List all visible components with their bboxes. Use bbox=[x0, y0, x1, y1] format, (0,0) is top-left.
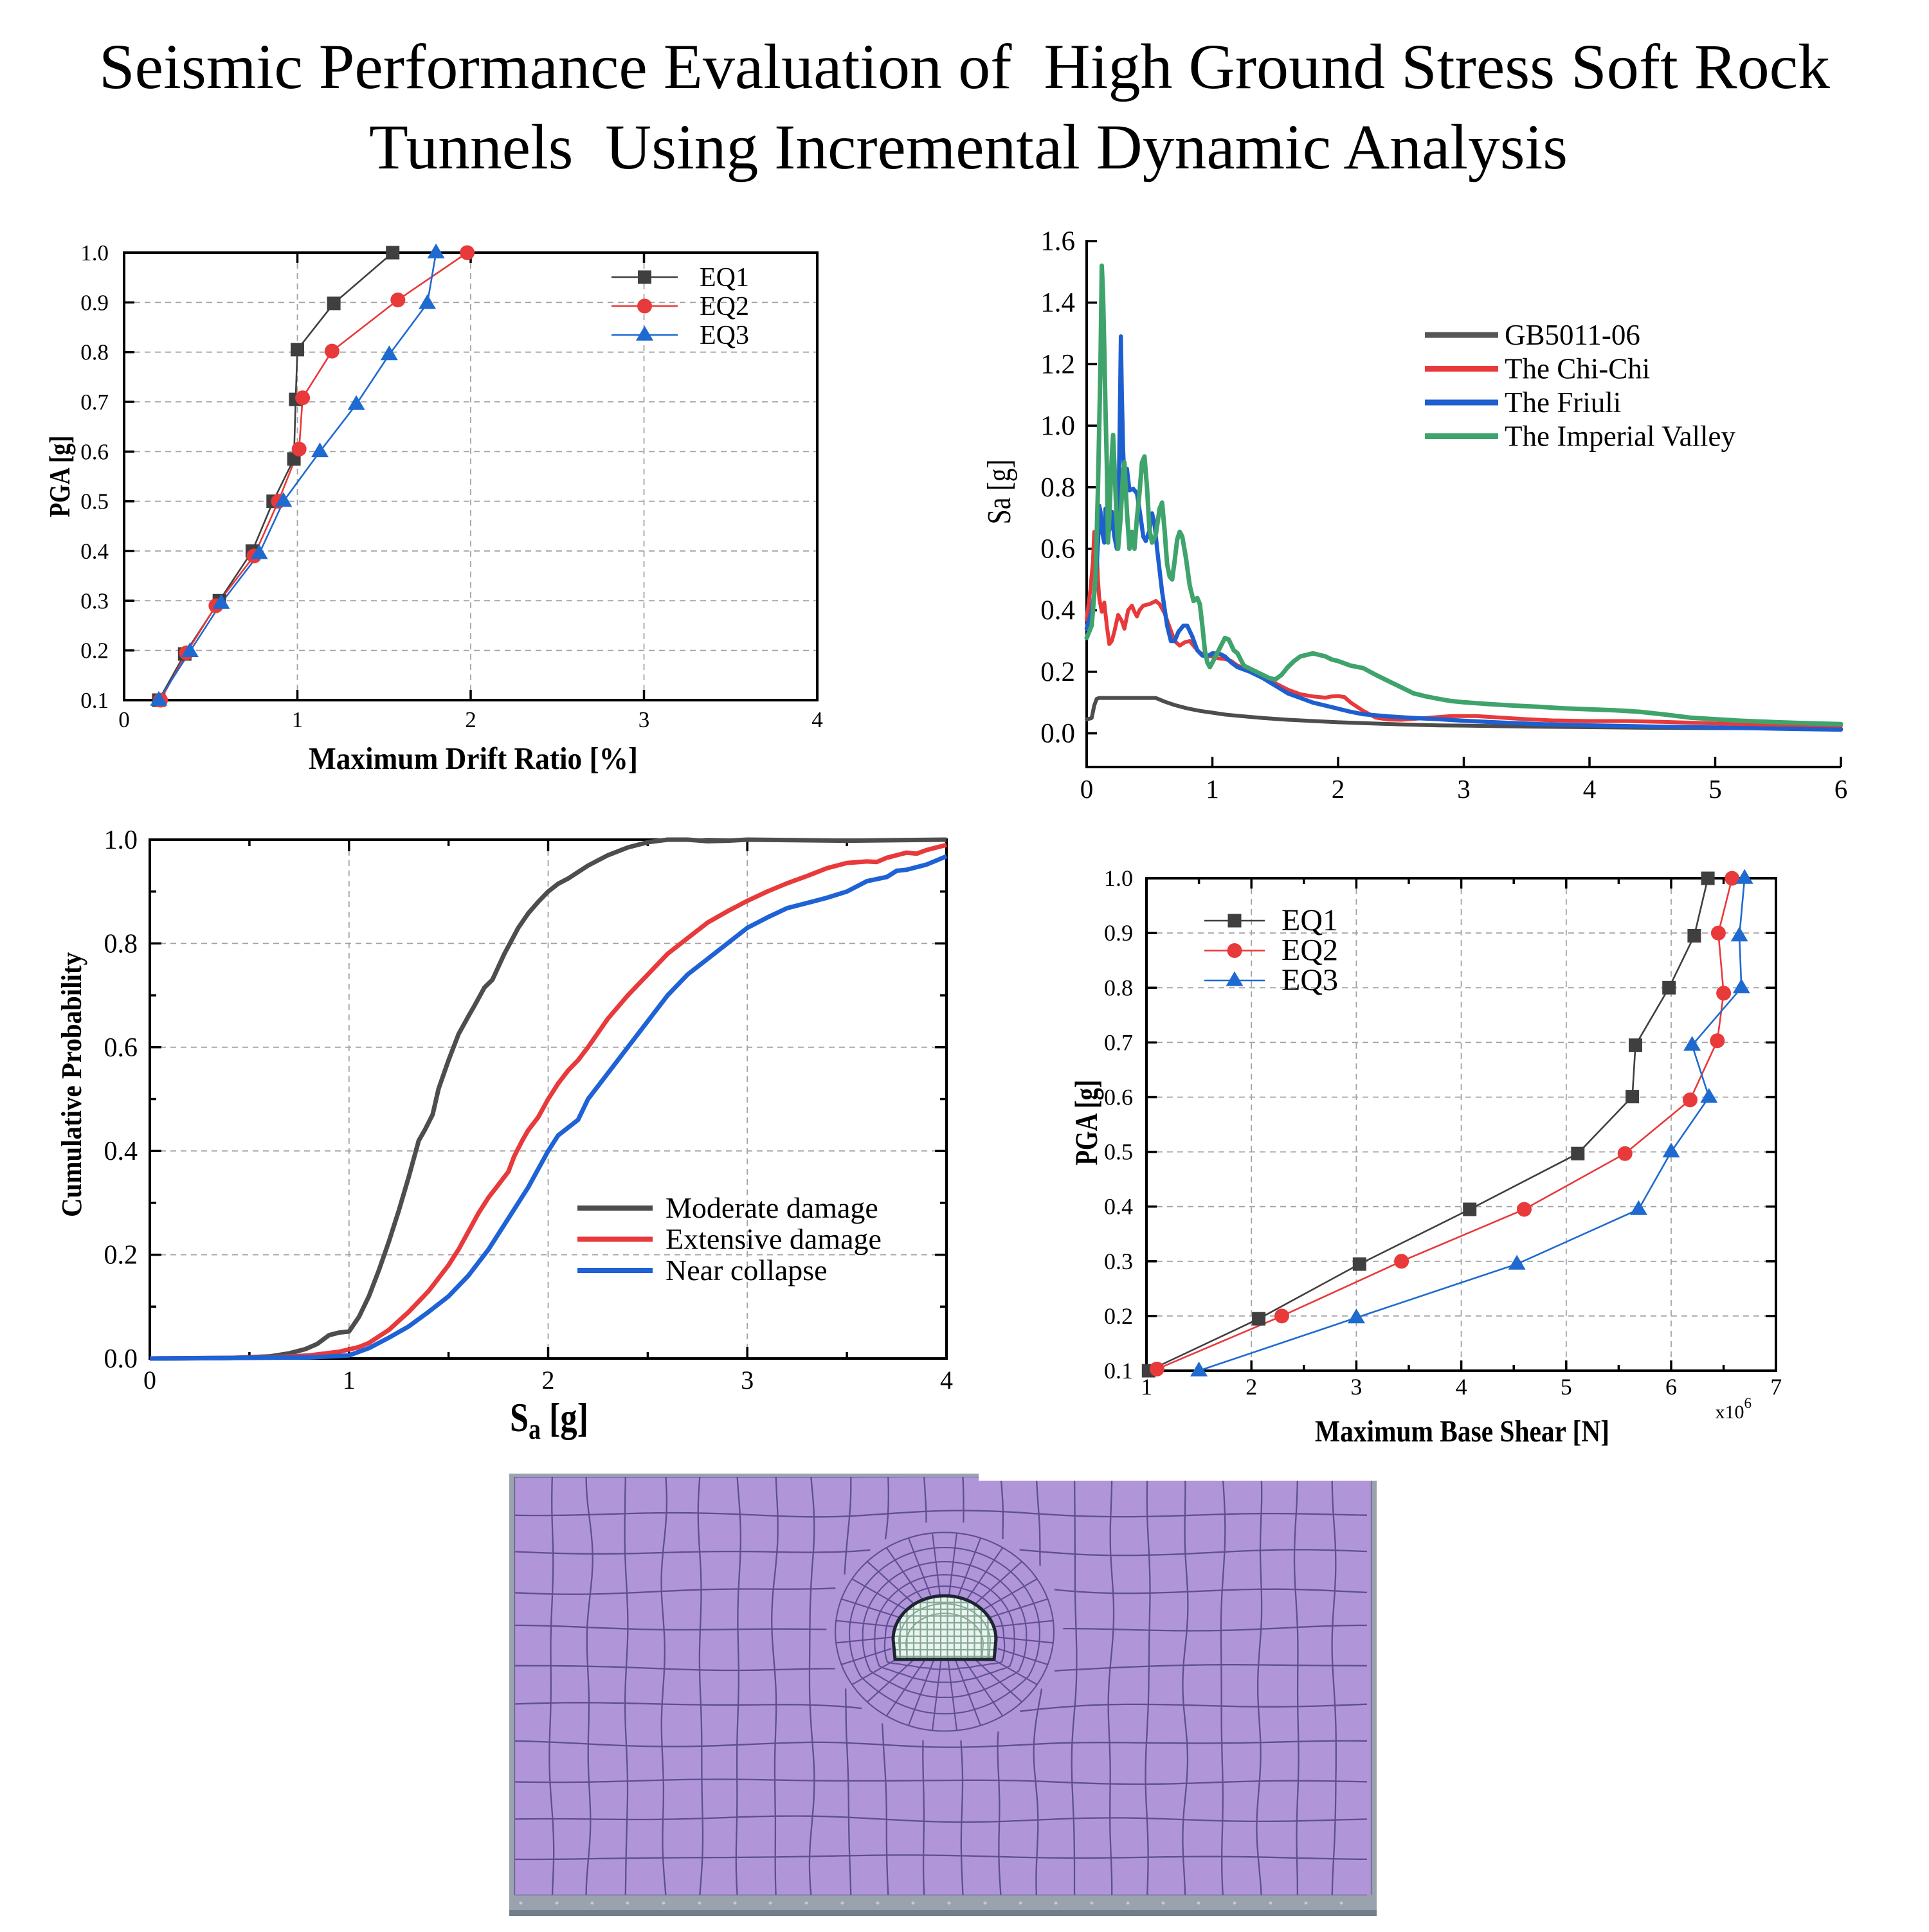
svg-text:0.1: 0.1 bbox=[1104, 1358, 1133, 1384]
svg-text:0.9: 0.9 bbox=[80, 290, 109, 315]
svg-text:EQ1: EQ1 bbox=[1281, 903, 1338, 937]
svg-text:Moderate damage: Moderate damage bbox=[666, 1191, 878, 1224]
svg-text:Sa [g]: Sa [g] bbox=[981, 460, 1018, 525]
svg-text:Sa [g]: Sa [g] bbox=[510, 1395, 588, 1445]
svg-text:0.7: 0.7 bbox=[1104, 1029, 1133, 1055]
svg-text:0.6: 0.6 bbox=[1104, 1085, 1133, 1110]
svg-text:0.3: 0.3 bbox=[1104, 1249, 1133, 1274]
svg-text:0.4: 0.4 bbox=[104, 1137, 138, 1166]
svg-text:6: 6 bbox=[1665, 1374, 1677, 1400]
svg-text:The Friuli: The Friuli bbox=[1505, 386, 1621, 419]
svg-text:6: 6 bbox=[1834, 774, 1848, 804]
svg-text:Maximum Base Shear [N]: Maximum Base Shear [N] bbox=[1315, 1414, 1609, 1449]
svg-text:EQ3: EQ3 bbox=[1281, 963, 1338, 997]
svg-text:The Imperial Valley: The Imperial Valley bbox=[1505, 420, 1736, 453]
svg-text:Extensive damage: Extensive damage bbox=[666, 1223, 882, 1256]
svg-text:GB5011-06: GB5011-06 bbox=[1505, 319, 1640, 351]
svg-text:4: 4 bbox=[940, 1366, 953, 1395]
svg-text:0: 0 bbox=[143, 1366, 156, 1395]
svg-text:EQ1: EQ1 bbox=[700, 263, 749, 293]
svg-text:0: 0 bbox=[1080, 774, 1094, 804]
svg-text:PGA [g]: PGA [g] bbox=[1068, 1080, 1104, 1166]
svg-text:EQ3: EQ3 bbox=[700, 321, 749, 350]
svg-text:1: 1 bbox=[1141, 1374, 1152, 1400]
svg-text:0.0: 0.0 bbox=[1040, 719, 1075, 749]
svg-text:1.0: 1.0 bbox=[104, 826, 138, 855]
svg-text:0.7: 0.7 bbox=[80, 390, 109, 415]
svg-text:1.6: 1.6 bbox=[1040, 226, 1075, 257]
svg-text:Tunnels Using Incremental Dyn: Tunnels Using Incremental Dynamic Analys… bbox=[369, 111, 1568, 183]
svg-text:Seismic Performance Evaluation: Seismic Performance Evaluation of High G… bbox=[99, 31, 1830, 102]
svg-text:0: 0 bbox=[118, 707, 130, 732]
svg-text:0.5: 0.5 bbox=[1104, 1139, 1133, 1165]
svg-text:7: 7 bbox=[1770, 1374, 1782, 1400]
svg-text:0.6: 0.6 bbox=[104, 1033, 138, 1063]
svg-text:Cumulative Probability: Cumulative Probability bbox=[56, 952, 87, 1217]
svg-text:1: 1 bbox=[343, 1366, 356, 1395]
svg-text:0.2: 0.2 bbox=[1040, 657, 1075, 687]
svg-text:0.4: 0.4 bbox=[80, 539, 109, 564]
svg-text:2: 2 bbox=[1332, 774, 1345, 804]
svg-text:4: 4 bbox=[1583, 774, 1597, 804]
svg-text:0.8: 0.8 bbox=[80, 340, 109, 365]
svg-text:0.6: 0.6 bbox=[80, 439, 109, 464]
svg-text:1: 1 bbox=[292, 707, 303, 732]
svg-text:2: 2 bbox=[1245, 1374, 1257, 1400]
svg-text:EQ2: EQ2 bbox=[1281, 934, 1338, 968]
svg-text:0.4: 0.4 bbox=[1040, 595, 1075, 626]
svg-text:0.8: 0.8 bbox=[104, 929, 138, 959]
svg-text:0.8: 0.8 bbox=[1104, 975, 1133, 1000]
svg-text:0.0: 0.0 bbox=[104, 1344, 138, 1374]
svg-text:EQ2: EQ2 bbox=[700, 292, 749, 321]
svg-text:0.6: 0.6 bbox=[1040, 534, 1075, 564]
svg-text:0.5: 0.5 bbox=[80, 489, 109, 514]
svg-text:1.0: 1.0 bbox=[1104, 865, 1133, 891]
svg-text:0.2: 0.2 bbox=[1104, 1303, 1133, 1329]
svg-text:2: 2 bbox=[542, 1366, 555, 1395]
svg-text:0.1: 0.1 bbox=[80, 688, 109, 713]
svg-text:1.4: 1.4 bbox=[1040, 288, 1075, 318]
svg-text:4: 4 bbox=[811, 707, 823, 732]
svg-text:PGA [g]: PGA [g] bbox=[44, 436, 76, 518]
svg-text:5: 5 bbox=[1708, 774, 1722, 804]
svg-text:3: 3 bbox=[1350, 1374, 1362, 1400]
svg-text:0.3: 0.3 bbox=[80, 588, 109, 613]
svg-text:0.9: 0.9 bbox=[1104, 920, 1133, 946]
svg-text:1.0: 1.0 bbox=[80, 240, 109, 266]
svg-text:1.2: 1.2 bbox=[1040, 349, 1075, 379]
svg-text:3: 3 bbox=[1457, 774, 1471, 804]
svg-text:The Chi-Chi: The Chi-Chi bbox=[1505, 353, 1650, 385]
svg-text:0.4: 0.4 bbox=[1104, 1194, 1133, 1220]
svg-text:Near collapse: Near collapse bbox=[666, 1254, 828, 1286]
svg-text:4: 4 bbox=[1456, 1374, 1467, 1400]
svg-text:1.0: 1.0 bbox=[1040, 411, 1075, 441]
svg-text:0.2: 0.2 bbox=[104, 1241, 138, 1270]
svg-text:5: 5 bbox=[1561, 1374, 1572, 1400]
svg-text:0.8: 0.8 bbox=[1040, 473, 1075, 503]
svg-text:3: 3 bbox=[638, 707, 650, 732]
svg-text:2: 2 bbox=[465, 707, 476, 732]
svg-text:0.2: 0.2 bbox=[80, 638, 109, 664]
svg-text:3: 3 bbox=[741, 1366, 754, 1395]
svg-text:1: 1 bbox=[1206, 774, 1219, 804]
svg-text:Maximum Drift Ratio [%]: Maximum Drift Ratio [%] bbox=[309, 741, 638, 776]
